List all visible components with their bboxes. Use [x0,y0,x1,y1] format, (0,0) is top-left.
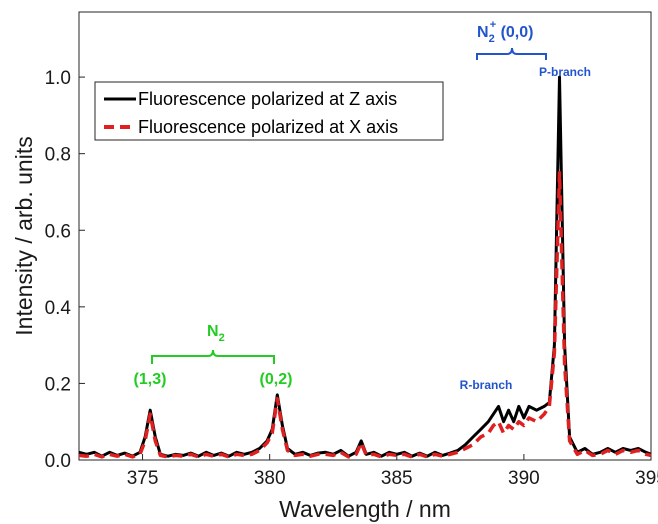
x-axis-label: Wavelength / nm [279,496,451,522]
x-tick-label: 385 [381,468,413,489]
y-axis-ticks: 0.0 0.2 0.4 0.6 0.8 1.0 [45,68,85,472]
r-branch-label: R-branch [460,378,513,392]
legend-box [94,81,444,141]
y-tick-label: 0.6 [45,221,71,242]
n2-bracket [151,349,275,364]
n2-band-02: (0,2) [260,371,293,388]
n2-band-13: (1,3) [134,371,167,388]
n2plus-annotation: N2+ (0,0) P-branch R-branch [460,19,591,392]
legend: Fluorescence polarized at Z axis Fluores… [94,81,444,141]
n2plus-bracket [476,47,547,60]
x-tick-label: 390 [508,468,540,489]
legend-label-x: Fluorescence polarized at X axis [138,117,398,137]
n2-label: N2 [207,323,225,344]
legend-label-z: Fluorescence polarized at Z axis [138,89,397,109]
y-tick-label: 0.2 [45,374,71,395]
x-tick-label: 380 [254,468,286,489]
x-tick-label: 395 [635,468,658,489]
p-branch-label: P-branch [539,65,591,79]
series-layer [78,75,652,459]
y-axis-label: Intensity / arb. units [11,136,37,335]
x-axis-ticks: 375 380 385 390 395 [127,454,658,489]
y-tick-label: 1.0 [45,68,71,89]
series-x-line [78,171,652,459]
plot-frame [78,11,652,461]
n2plus-label: N2+ (0,0) [477,19,533,45]
y-tick-label: 0.0 [45,451,71,472]
x-tick-label: 375 [127,468,159,489]
y-tick-label: 0.4 [45,298,72,319]
y-tick-label: 0.8 [45,145,71,166]
n2-annotation: N2 (1,3) (0,2) [134,323,293,388]
